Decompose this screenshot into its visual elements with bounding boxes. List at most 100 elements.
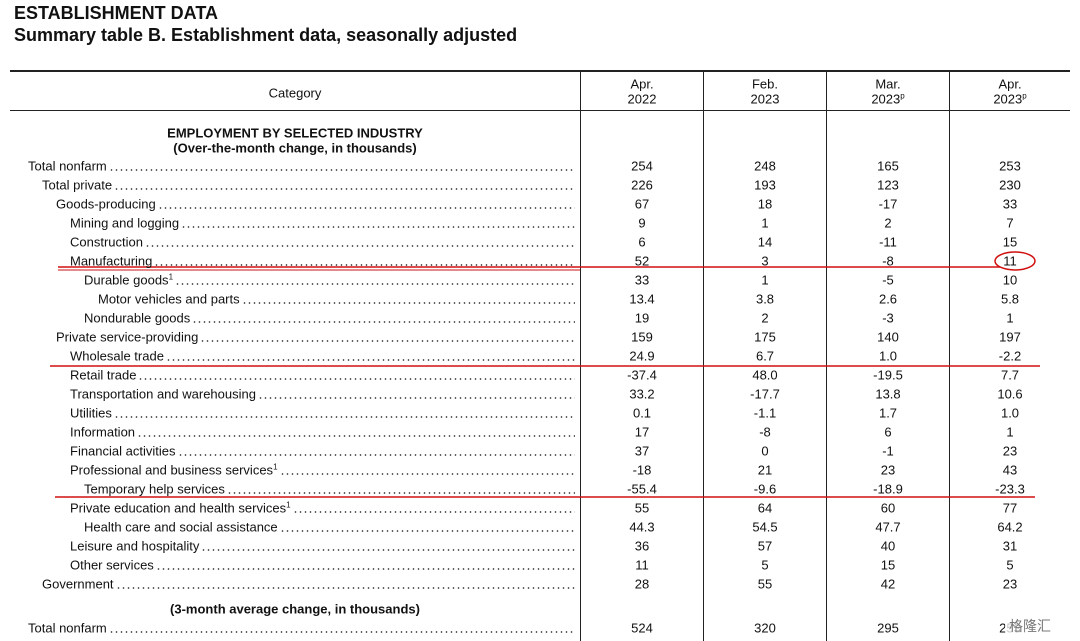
- label-text: Information: [70, 424, 136, 440]
- cell-value: 2: [761, 310, 769, 326]
- cell-value: 33: [1002, 196, 1018, 212]
- cell-value: -5: [882, 272, 894, 288]
- dot-leader: [144, 245, 575, 247]
- col-rule: [580, 71, 581, 641]
- cell-value: -55.4: [627, 481, 657, 497]
- footnote-mark: p: [1022, 91, 1027, 101]
- dot-leader: [113, 416, 575, 418]
- dot-leader: [138, 378, 575, 380]
- cell-value: 57: [757, 538, 773, 554]
- cell-value: -3: [882, 310, 894, 326]
- cell-value: 10.6: [997, 386, 1023, 402]
- row-label: Private service-providing: [56, 330, 198, 345]
- cell-value: 320: [754, 620, 776, 636]
- cell-value: 17: [634, 424, 650, 440]
- cell-value: 14: [757, 234, 773, 250]
- cell-value: 67: [634, 196, 650, 212]
- cell-value: -37.4: [627, 367, 657, 383]
- column-month: Mar.: [875, 76, 901, 92]
- cell-value: 7: [1006, 215, 1014, 231]
- title: ESTABLISHMENT DATA: [14, 3, 218, 23]
- dot-leader: [115, 587, 575, 589]
- cell-value: 15: [1002, 234, 1018, 250]
- row-label: Professional and business services1: [70, 463, 278, 478]
- dot-leader: [279, 473, 575, 475]
- row-label: Other services: [70, 558, 154, 573]
- row-label: Nondurable goods: [84, 311, 190, 326]
- cell-value: 7.7: [1000, 367, 1020, 383]
- cell-value: 193: [754, 177, 776, 193]
- dot-leader: [108, 169, 575, 171]
- footnote-mark: 1: [286, 500, 291, 510]
- label-text: Private education and health services: [70, 500, 287, 516]
- col-rule: [826, 71, 827, 641]
- cell-value: 33: [634, 272, 650, 288]
- row-label: Transportation and warehousing: [70, 387, 256, 402]
- dot-leader: [201, 549, 575, 551]
- cell-value: 23: [1002, 576, 1018, 592]
- cell-value: 1.0: [1000, 405, 1020, 421]
- cell-value: 9: [638, 215, 646, 231]
- cell-value: 44.3: [629, 519, 655, 535]
- row-label: Government: [42, 577, 114, 592]
- cell-value: 295: [877, 620, 899, 636]
- dot-leader: [114, 188, 575, 190]
- section-heading: (Over-the-month change, in thousands): [173, 140, 417, 156]
- year: 2022: [627, 91, 657, 107]
- cell-value: -11: [879, 234, 897, 250]
- dot-leader: [241, 302, 575, 304]
- cell-value: 13.4: [629, 291, 655, 307]
- label-text: Nondurable goods: [84, 310, 191, 326]
- dot-leader: [165, 359, 575, 361]
- dot-leader: [157, 207, 575, 209]
- dot-leader: [137, 435, 575, 437]
- row-label: Temporary help services: [84, 482, 225, 497]
- cell-value: -17: [878, 196, 898, 212]
- category-header: Category: [268, 85, 322, 101]
- cell-value: 140: [877, 329, 899, 345]
- label-text: Retail trade: [70, 367, 137, 383]
- label-text: Health care and social assistance: [84, 519, 278, 535]
- cell-value: 226: [631, 177, 653, 193]
- row-label: Total nonfarm: [28, 159, 107, 174]
- cell-value: -18.9: [873, 481, 903, 497]
- label-text: Temporary help services: [84, 481, 225, 497]
- row-label: Wholesale trade: [70, 349, 164, 364]
- dot-leader: [292, 511, 575, 513]
- label-text: Government: [42, 576, 114, 592]
- column-year: 2023p: [993, 92, 1026, 107]
- cell-value: 175: [754, 329, 776, 345]
- cell-value: 21: [757, 462, 773, 478]
- label-text: Goods-producing: [56, 196, 156, 212]
- row-label: Total private: [42, 178, 112, 193]
- dot-leader: [192, 321, 575, 323]
- cell-value: -19.5: [873, 367, 903, 383]
- cell-value: 11: [1003, 253, 1017, 269]
- cell-value: 64.2: [997, 519, 1023, 535]
- label-text: Mining and logging: [70, 215, 180, 231]
- section-heading: EMPLOYMENT BY SELECTED INDUSTRY: [167, 125, 423, 141]
- cell-value: -1: [882, 443, 894, 459]
- dot-leader: [177, 454, 575, 456]
- year: 2023: [750, 91, 780, 107]
- cell-value: 40: [880, 538, 896, 554]
- label-text: Financial activities: [70, 443, 176, 459]
- cell-value: 19: [634, 310, 650, 326]
- label-text: Construction: [70, 234, 143, 250]
- row-label: Manufacturing: [70, 254, 152, 269]
- column-year: 2022: [628, 92, 657, 107]
- cell-value: 43: [1002, 462, 1018, 478]
- cell-value: 254: [631, 158, 653, 174]
- cell-value: 31: [1002, 538, 1018, 554]
- cell-value: 0: [761, 443, 769, 459]
- cell-value: 42: [880, 576, 896, 592]
- cell-value: 165: [877, 158, 899, 174]
- cell-value: 18: [757, 196, 773, 212]
- cell-value: 123: [877, 177, 899, 193]
- dot-leader: [175, 283, 575, 285]
- cell-value: 6: [884, 424, 892, 440]
- cell-value: 248: [754, 158, 776, 174]
- cell-value: 5: [761, 557, 769, 573]
- label-text: Wholesale trade: [70, 348, 164, 364]
